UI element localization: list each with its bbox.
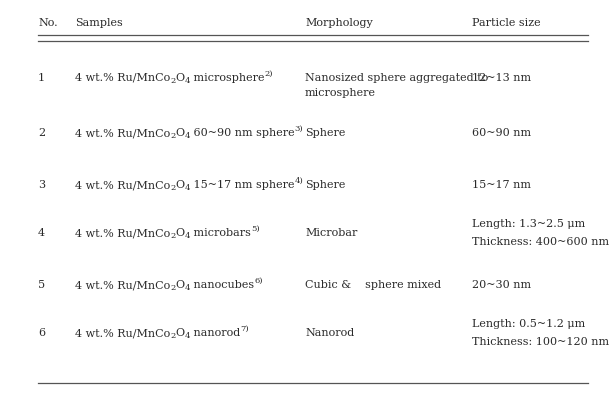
Text: 4 wt.% Ru/MnCo: 4 wt.% Ru/MnCo [75,180,170,190]
Text: 5): 5) [251,225,260,233]
Text: 3: 3 [38,180,45,190]
Text: Sphere: Sphere [305,180,345,190]
Text: No.: No. [38,18,58,28]
Text: 12~13 nm: 12~13 nm [472,73,531,83]
Text: 4 wt.% Ru/MnCo: 4 wt.% Ru/MnCo [75,328,170,338]
Text: 4 wt.% Ru/MnCo: 4 wt.% Ru/MnCo [75,280,170,290]
Text: 4 wt.% Ru/MnCo: 4 wt.% Ru/MnCo [75,128,170,138]
Text: Cubic &    sphere mixed: Cubic & sphere mixed [305,280,441,290]
Text: 15~17 nm sphere: 15~17 nm sphere [190,180,295,190]
Text: 2: 2 [170,332,175,340]
Text: 4: 4 [185,77,190,85]
Text: 6: 6 [38,328,45,338]
Text: Thickness: 100~120 nm: Thickness: 100~120 nm [472,337,609,347]
Text: microsphere: microsphere [190,73,265,83]
Text: Particle size: Particle size [472,18,541,28]
Text: O: O [175,280,185,290]
Text: 20~30 nm: 20~30 nm [472,280,531,290]
Text: 60~90 nm: 60~90 nm [472,128,531,138]
Text: 5: 5 [38,280,45,290]
Text: 4: 4 [38,228,45,238]
Text: 7): 7) [240,325,249,333]
Text: 4: 4 [185,332,190,340]
Text: Length: 1.3~2.5 μm: Length: 1.3~2.5 μm [472,219,585,229]
Text: O: O [175,73,185,83]
Text: 1: 1 [38,73,45,83]
Text: 4: 4 [185,232,190,240]
Text: 60~90 nm sphere: 60~90 nm sphere [190,128,295,138]
Text: Thickness: 400~600 nm: Thickness: 400~600 nm [472,237,609,247]
Text: 2: 2 [170,184,175,192]
Text: 4: 4 [185,132,190,140]
Text: O: O [175,328,185,338]
Text: Samples: Samples [75,18,123,28]
Text: 4 wt.% Ru/MnCo: 4 wt.% Ru/MnCo [75,228,170,238]
Text: Sphere: Sphere [305,128,345,138]
Text: 2: 2 [170,232,175,240]
Text: 2: 2 [170,77,175,85]
Text: 4: 4 [185,184,190,192]
Text: O: O [175,128,185,138]
Text: 6): 6) [254,277,263,285]
Text: O: O [175,180,185,190]
Text: 4 wt.% Ru/MnCo: 4 wt.% Ru/MnCo [75,73,170,83]
Text: 2: 2 [170,132,175,140]
Text: Nanorod: Nanorod [305,328,354,338]
Text: 3): 3) [295,125,303,133]
Text: 2: 2 [170,284,175,292]
Text: microsphere: microsphere [305,88,376,97]
Text: Nanosized sphere aggregated to: Nanosized sphere aggregated to [305,73,488,83]
Text: O: O [175,228,185,238]
Text: 4): 4) [295,177,303,185]
Text: 4: 4 [185,284,190,292]
Text: 15~17 nm: 15~17 nm [472,180,531,190]
Text: 2: 2 [38,128,45,138]
Text: Microbar: Microbar [305,228,357,238]
Text: nanorod: nanorod [190,328,240,338]
Text: Length: 0.5~1.2 μm: Length: 0.5~1.2 μm [472,319,585,329]
Text: Morphology: Morphology [305,18,373,28]
Text: nanocubes: nanocubes [190,280,254,290]
Text: microbars: microbars [190,228,251,238]
Text: 2): 2) [265,70,273,78]
